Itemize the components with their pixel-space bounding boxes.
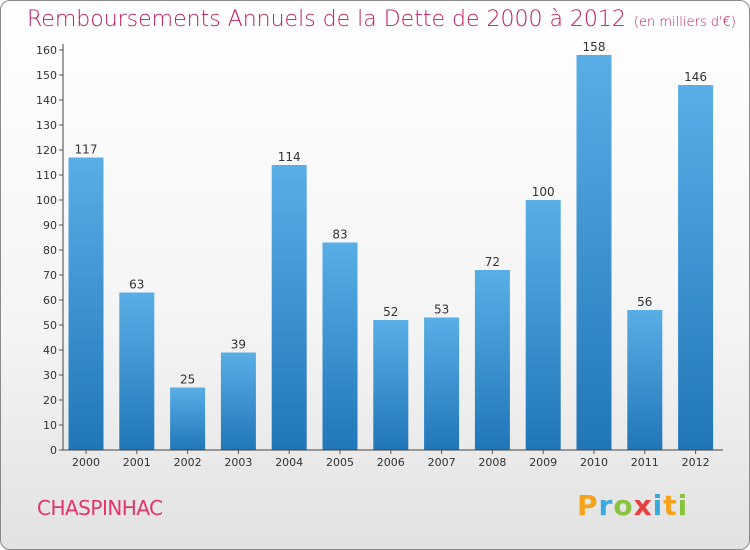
y-tick-label: 80 — [43, 244, 57, 257]
y-tick-label: 60 — [43, 294, 57, 307]
bar — [271, 165, 307, 450]
x-tick-label: 2003 — [224, 456, 252, 469]
logo-letter: o — [613, 489, 634, 522]
x-tick-label: 2010 — [580, 456, 608, 469]
logo-letter: r — [598, 489, 614, 522]
bar — [474, 270, 510, 450]
chart-title: Remboursements Annuels de la Dette de 20… — [27, 7, 736, 32]
bar — [170, 387, 206, 450]
x-tick-label: 2001 — [123, 456, 151, 469]
chart-title-text: Remboursements Annuels de la Dette de 20… — [27, 7, 626, 32]
bar — [627, 310, 663, 450]
y-tick-label: 20 — [43, 394, 57, 407]
y-tick-label: 50 — [43, 319, 57, 332]
logo-letter: P — [577, 489, 599, 522]
data-label: 158 — [583, 40, 606, 54]
x-tick-label: 2007 — [428, 456, 456, 469]
x-tick-label: 2004 — [275, 456, 303, 469]
bar — [525, 200, 561, 450]
x-tick-label: 2009 — [529, 456, 557, 469]
bar — [678, 85, 714, 450]
data-label: 146 — [684, 70, 707, 84]
x-tick-label: 2012 — [682, 456, 710, 469]
y-tick-label: 40 — [43, 344, 57, 357]
bar — [119, 292, 155, 450]
bar — [220, 352, 256, 450]
bar — [68, 157, 104, 450]
data-label: 39 — [231, 338, 246, 352]
y-tick-label: 140 — [36, 94, 57, 107]
y-tick-label: 130 — [36, 119, 57, 132]
data-label: 114 — [278, 150, 301, 164]
logo-letter: i — [652, 489, 664, 522]
bar — [322, 242, 358, 450]
x-tick-label: 2008 — [478, 456, 506, 469]
y-tick-label: 0 — [50, 444, 57, 457]
bar — [424, 317, 460, 450]
commune-name: CHASPINHAC — [37, 496, 163, 520]
y-tick-label: 150 — [36, 69, 57, 82]
data-label: 63 — [129, 278, 144, 292]
data-label: 100 — [532, 185, 555, 199]
chart-unit: (en milliers d'€) — [633, 15, 736, 30]
data-label: 72 — [485, 255, 500, 269]
y-tick-label: 70 — [43, 269, 57, 282]
y-tick-label: 120 — [36, 144, 57, 157]
y-tick-label: 160 — [36, 44, 57, 57]
x-tick-label: 2006 — [377, 456, 405, 469]
logo-letter: t — [663, 489, 678, 522]
data-label: 117 — [75, 143, 98, 157]
logo-letter: i — [677, 489, 689, 522]
y-tick-label: 10 — [43, 419, 57, 432]
data-label: 52 — [383, 305, 398, 319]
y-tick-label: 90 — [43, 219, 57, 232]
proxiti-logo: Proxiti — [577, 489, 688, 522]
bar — [373, 320, 409, 450]
logo-letter: x — [633, 489, 653, 522]
x-tick-label: 2011 — [631, 456, 659, 469]
y-tick-label: 30 — [43, 369, 57, 382]
y-tick-label: 110 — [36, 169, 57, 182]
bar — [576, 55, 612, 450]
x-tick-label: 2000 — [72, 456, 100, 469]
y-tick-label: 100 — [36, 194, 57, 207]
data-label: 53 — [434, 303, 449, 317]
data-label: 25 — [180, 373, 195, 387]
x-tick-label: 2002 — [174, 456, 202, 469]
x-tick-label: 2005 — [326, 456, 354, 469]
data-label: 83 — [332, 228, 347, 242]
data-label: 56 — [637, 295, 652, 309]
